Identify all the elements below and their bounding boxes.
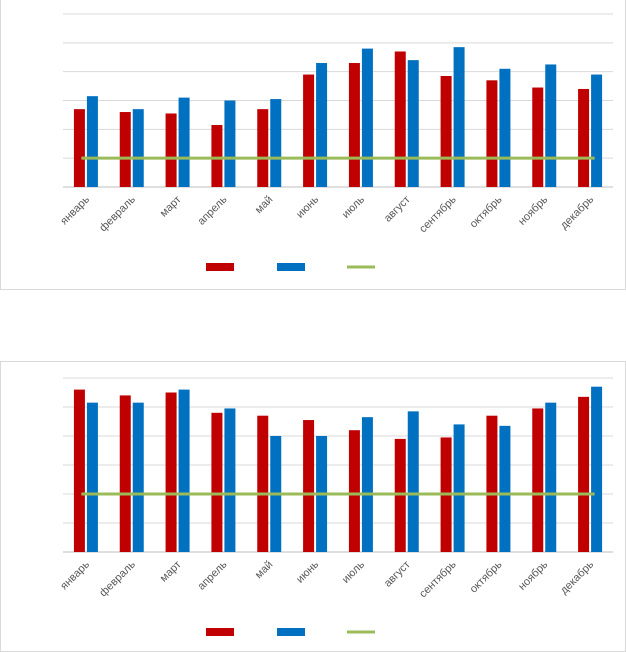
x-tick-label: ноябрь: [516, 193, 550, 227]
x-tick-label: август: [382, 559, 413, 590]
x-tick-label: август: [382, 194, 413, 225]
chart-top: январь февраль март апрель май июнь июль август…: [58, 13, 613, 271]
bar-series-1-2: [119, 112, 131, 187]
bar-series-1-3: [165, 113, 177, 187]
bar-series-1-7: [348, 430, 360, 552]
x-tick-label: февраль: [97, 193, 138, 234]
bar-series-1-3: [165, 392, 177, 552]
bar-series-2-7: [361, 48, 373, 187]
bars: [73, 386, 603, 552]
bar-series-1-12: [578, 396, 590, 552]
bar-series-1-4: [211, 412, 223, 552]
x-tick-label: апрель: [196, 193, 230, 227]
x-tick-label: март: [158, 194, 184, 220]
bar-series-2-8: [407, 60, 419, 188]
x-tick-label: март: [158, 559, 184, 585]
bar-series-2-12: [591, 74, 603, 187]
x-tick-label: сентябрь: [417, 558, 459, 600]
bar-series-2-3: [178, 97, 190, 187]
bar-series-1-6: [303, 420, 315, 552]
x-tick-label: апрель: [196, 558, 230, 592]
bar-series-2-3: [178, 389, 190, 552]
chart-panel-top: январь февраль март апрель май июнь июль август…: [0, 0, 626, 290]
x-tick-label: февраль: [97, 558, 138, 599]
x-tick-label: май: [253, 559, 276, 582]
x-tick-label: май: [253, 194, 276, 217]
gridlines: [63, 377, 613, 524]
bar-series-1-6: [303, 74, 315, 187]
x-tick-label: октябрь: [468, 558, 505, 595]
bar-series-1-5: [257, 415, 269, 552]
bar-series-1-1: [73, 109, 85, 187]
x-tick-label: октябрь: [468, 193, 505, 230]
x-tick-label: сентябрь: [417, 193, 459, 235]
bar-series-1-2: [119, 395, 131, 552]
bar-series-1-12: [578, 88, 590, 187]
bar-series-2-5: [270, 99, 282, 187]
bar-series-2-11: [545, 64, 557, 187]
bar-series-2-1: [86, 402, 98, 552]
x-tick-label: июль: [340, 558, 367, 585]
bar-series-1-9: [440, 75, 452, 187]
bar-series-2-2: [132, 109, 144, 187]
bar-series-1-5: [257, 109, 269, 187]
bar-series-2-10: [499, 425, 511, 552]
x-tick-label: декабрь: [558, 193, 596, 231]
x-tick-labels: январь февраль март апрель май июнь июль август…: [58, 193, 596, 235]
bars: [73, 47, 603, 188]
legend-swatch-series-2: [277, 263, 305, 271]
bar-series-1-1: [73, 389, 85, 552]
bar-series-2-12: [591, 386, 603, 552]
bar-series-1-8: [394, 51, 406, 187]
x-tick-label: июль: [340, 193, 367, 220]
bar-series-1-10: [486, 80, 498, 187]
legend-swatch-series-1: [206, 263, 234, 271]
bar-series-1-10: [486, 415, 498, 552]
x-tick-labels: январь февраль март апрель май июнь июль август…: [58, 558, 596, 600]
bar-series-1-7: [348, 63, 360, 188]
bar-series-2-4: [224, 408, 236, 552]
bar-series-1-4: [211, 125, 223, 187]
x-tick-label: июнь: [294, 193, 321, 220]
gridlines: [63, 13, 613, 159]
bar-series-2-10: [499, 68, 511, 187]
legend: [206, 263, 375, 271]
bar-series-2-4: [224, 100, 236, 187]
x-tick-label: июнь: [294, 558, 321, 585]
bar-series-2-2: [132, 402, 144, 552]
bar-series-1-11: [532, 87, 544, 187]
chart-bottom: январь февраль март апрель май июнь июль август…: [58, 377, 613, 636]
bar-series-2-11: [545, 402, 557, 552]
legend-swatch-series-2: [277, 628, 305, 636]
chart-panel-bottom: январь февраль март апрель май июнь июль август…: [0, 361, 626, 652]
bar-series-2-9: [453, 424, 465, 552]
bar-series-2-9: [453, 47, 465, 188]
bar-series-2-1: [86, 96, 98, 187]
x-tick-label: январь: [58, 193, 92, 227]
bar-series-2-8: [407, 411, 419, 552]
legend: [206, 628, 375, 636]
bar-series-2-7: [361, 417, 373, 552]
x-tick-label: январь: [58, 558, 92, 592]
bar-series-2-6: [316, 63, 328, 188]
x-tick-label: декабрь: [558, 558, 596, 596]
x-tick-label: ноябрь: [516, 558, 550, 592]
bar-series-1-11: [532, 408, 544, 552]
legend-swatch-series-1: [206, 628, 234, 636]
